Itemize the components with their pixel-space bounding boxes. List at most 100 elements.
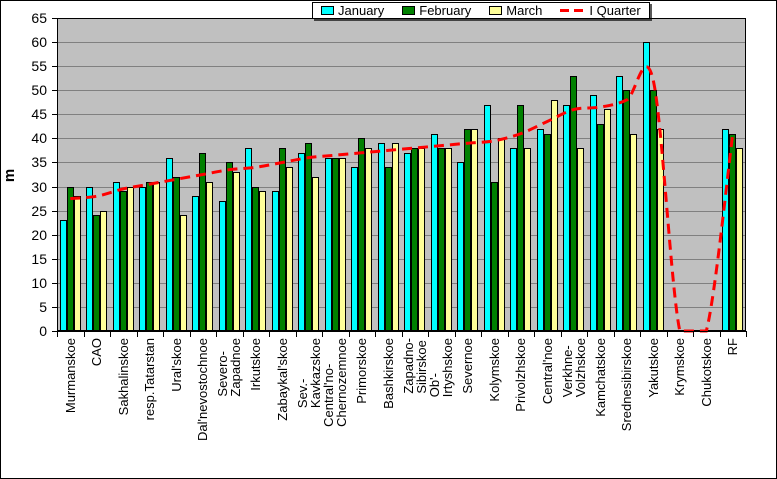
y-axis-tick-label: 0: [39, 323, 47, 339]
legend-label: January: [338, 3, 385, 18]
x-axis-tick: [269, 332, 270, 337]
bar-january: [351, 167, 358, 331]
x-axis-label: Chukotskoe: [698, 338, 714, 407]
x-axis-label: Sakhalinskoe: [115, 338, 131, 416]
y-axis-tick: [52, 307, 57, 308]
bar-january: [510, 148, 517, 331]
y-axis-tick-label: 60: [31, 34, 47, 50]
bar-january: [272, 191, 279, 331]
bar-march: [206, 182, 213, 331]
x-axis-label: Verkhne- Volzhskoe: [559, 338, 588, 398]
bar-february: [279, 148, 286, 331]
x-axis-label: Bashkirskoe: [380, 338, 396, 409]
bar-january: [722, 129, 729, 331]
x-axis-label: CAO: [89, 338, 105, 367]
bar-march: [392, 143, 399, 331]
bar-february: [491, 182, 498, 331]
y-axis-tick-label: 5: [39, 299, 47, 315]
gridline: [58, 307, 745, 308]
gridline: [58, 114, 745, 115]
y-axis-tick-label: 35: [31, 154, 47, 170]
x-axis-tick: [508, 332, 509, 337]
x-axis-tick: [428, 332, 429, 337]
quarter-line-swatch: [560, 9, 586, 12]
legend: January February March I Quarter: [312, 2, 650, 19]
bar-march: [418, 148, 425, 331]
y-axis-tick-label: 65: [31, 10, 47, 26]
bar-march: [657, 129, 664, 331]
x-axis-tick: [481, 332, 482, 337]
x-axis-tick: [216, 332, 217, 337]
x-axis-tick: [561, 332, 562, 337]
x-axis-label: Sev.- Kavkazskoe: [294, 338, 323, 409]
x-axis-tick: [296, 332, 297, 337]
x-axis-label: Primorskoe: [354, 338, 370, 404]
gridline: [58, 138, 745, 139]
y-axis-tick-label: 45: [31, 106, 47, 122]
bar-february: [517, 105, 524, 331]
gridline: [58, 66, 745, 67]
bar-january: [219, 201, 226, 331]
february-swatch: [402, 6, 416, 15]
bar-february: [226, 162, 233, 331]
bar-january: [166, 158, 173, 331]
bar-march: [339, 158, 346, 331]
bar-march: [445, 148, 452, 331]
x-axis-tick: [455, 332, 456, 337]
bar-january: [86, 187, 93, 331]
bar-february: [358, 138, 365, 331]
x-axis-label: Central'no- Chernozemnoe: [321, 338, 350, 427]
gridline: [58, 187, 745, 188]
y-axis-tick: [52, 162, 57, 163]
bar-march: [524, 148, 531, 331]
bar-march: [630, 134, 637, 331]
bar-january: [192, 196, 199, 331]
bar-january: [298, 153, 305, 331]
bar-march: [100, 211, 107, 331]
bar-march: [180, 215, 187, 331]
y-axis-tick: [52, 66, 57, 67]
gridline: [58, 90, 745, 91]
bar-february: [67, 187, 74, 331]
bar-january: [431, 134, 438, 331]
x-axis-tick: [640, 332, 641, 337]
x-axis-label: Murmanskoe: [62, 338, 78, 414]
x-axis-tick: [322, 332, 323, 337]
bar-february: [93, 215, 100, 331]
y-axis-tick-label: 30: [31, 179, 47, 195]
x-axis-label: Kamchatskoe: [592, 338, 608, 417]
x-axis-label: Kolymskoe: [486, 338, 502, 402]
x-axis-label: Zabaykal'skoe: [274, 338, 290, 421]
gridline: [58, 162, 745, 163]
x-axis-tick: [402, 332, 403, 337]
bar-february: [544, 134, 551, 331]
legend-label: March: [506, 3, 543, 18]
y-axis-tick: [52, 138, 57, 139]
bar-february: [570, 76, 577, 331]
legend-label: February: [419, 3, 472, 18]
y-axis-tick: [52, 259, 57, 260]
x-axis-label: Ural'skoe: [168, 338, 184, 392]
x-axis-tick: [84, 332, 85, 337]
y-axis-tick: [52, 90, 57, 91]
bar-february: [729, 134, 736, 331]
bar-march: [233, 172, 240, 331]
x-axis-tick: [110, 332, 111, 337]
x-axis-tick: [243, 332, 244, 337]
bar-january: [643, 42, 650, 331]
bar-march: [604, 109, 611, 331]
y-axis-tick: [52, 42, 57, 43]
x-axis-tick: [667, 332, 668, 337]
y-axis-tick: [52, 235, 57, 236]
bar-january: [139, 187, 146, 331]
gridline: [58, 211, 745, 212]
x-axis-label: Zapadno- Sibirskoe: [400, 338, 429, 394]
bar-february: [623, 90, 630, 331]
bar-february: [438, 148, 445, 331]
x-axis-label: Irkutskoe: [248, 338, 264, 391]
x-axis-tick: [614, 332, 615, 337]
y-axis-tick: [52, 18, 57, 19]
bar-january: [60, 220, 67, 331]
bar-february: [252, 187, 259, 331]
x-axis-label: Krymskoe: [672, 338, 688, 396]
